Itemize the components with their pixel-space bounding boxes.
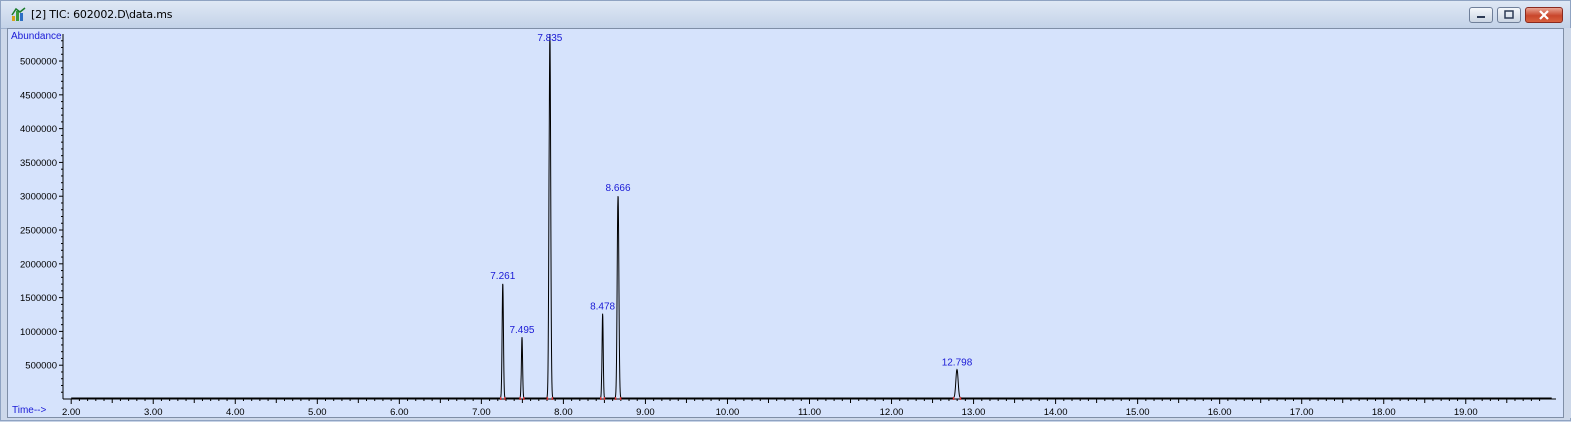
x-tick-label: 9.00 — [636, 407, 655, 417]
tic-trace — [71, 33, 1552, 399]
y-axis-label: Abundance — [11, 31, 62, 42]
x-tick-label: 14.00 — [1044, 407, 1068, 417]
integration-marks — [499, 397, 962, 400]
y-tick-label: 1500000 — [20, 293, 57, 304]
y-tick-label: 500000 — [25, 361, 57, 372]
tic-trace-line — [71, 33, 1552, 399]
chromatogram-chart[interactable]: Abundance Time--> 500000 1000000 1500000 20… — [8, 29, 1563, 418]
close-icon — [1539, 10, 1549, 20]
x-tick-label: 11.00 — [798, 407, 821, 417]
x-axis-label: Time--> — [12, 405, 47, 416]
x-tick-label: 2.00 — [62, 407, 81, 417]
minimize-button[interactable] — [1469, 7, 1493, 23]
chromatogram-app-icon — [11, 7, 26, 21]
peak-label: 8.478 — [590, 302, 615, 313]
close-button[interactable] — [1525, 7, 1563, 23]
peak-label: 8.666 — [606, 183, 631, 194]
x-tick-label: 7.00 — [472, 407, 491, 417]
x-tick-label: 16.00 — [1208, 407, 1232, 417]
y-tick-label: 3500000 — [20, 158, 57, 169]
x-tick-label: 17.00 — [1290, 407, 1314, 417]
peak-labels: 7.261 7.495 7.835 8.478 8.666 12.798 — [490, 33, 972, 369]
maximize-button[interactable] — [1497, 7, 1521, 23]
x-tick-label: 8.00 — [554, 407, 573, 417]
y-tick-label: 2500000 — [20, 226, 57, 237]
x-tick-label: 12.00 — [880, 407, 904, 417]
window-title: [2] TIC: 602002.D\data.ms — [31, 8, 173, 21]
peak-label: 7.495 — [509, 325, 534, 336]
x-tick-label: 19.00 — [1454, 407, 1478, 417]
x-tick-label: 13.00 — [962, 407, 986, 417]
x-tick-label: 3.00 — [144, 407, 163, 417]
x-tick-label: 5.00 — [308, 407, 327, 417]
y-tick-label: 4500000 — [20, 90, 57, 101]
window-edge — [1564, 28, 1571, 418]
y-tick-label: 4000000 — [20, 124, 57, 135]
y-tick-label: 5000000 — [20, 57, 57, 68]
peak-label: 7.835 — [537, 33, 562, 44]
x-tick-label: 4.00 — [226, 407, 245, 417]
chromatogram-plot[interactable]: Abundance Time--> 500000 1000000 1500000 20… — [7, 28, 1564, 418]
y-tick-label: 2000000 — [20, 259, 57, 270]
maximize-icon — [1504, 10, 1514, 19]
peak-label: 12.798 — [942, 358, 973, 369]
x-tick-label: 18.00 — [1372, 407, 1396, 417]
y-tick-label: 1000000 — [20, 327, 57, 338]
y-tick-label: 3000000 — [20, 192, 57, 203]
peak-label: 7.261 — [490, 271, 515, 282]
x-tick-label: 6.00 — [390, 407, 409, 417]
x-tick-label: 10.00 — [716, 407, 740, 417]
minimize-icon — [1477, 16, 1485, 18]
title-bar[interactable]: [2] TIC: 602002.D\data.ms — [1, 1, 1570, 29]
x-tick-label: 15.00 — [1126, 407, 1150, 417]
axes: 500000 1000000 1500000 2000000 2500000 300000… — [20, 34, 1556, 418]
